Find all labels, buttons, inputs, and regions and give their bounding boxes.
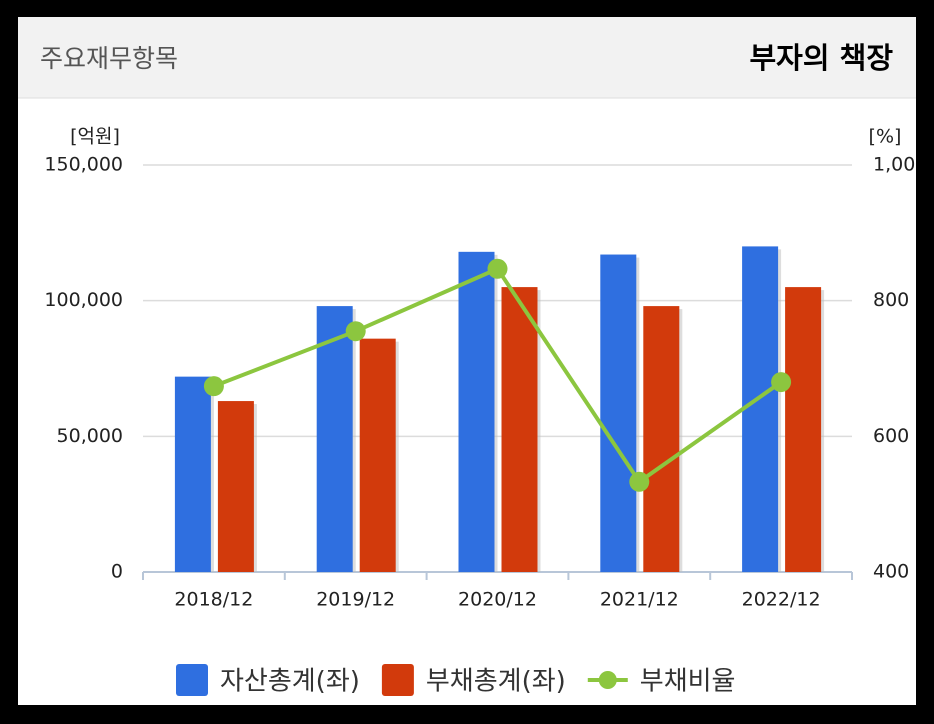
y-tick-label: 100,000 — [44, 289, 123, 311]
bar — [501, 287, 538, 572]
y-tick-label: 0 — [111, 561, 123, 583]
bar — [316, 306, 353, 572]
x-tick-label: 2021/12 — [600, 589, 679, 611]
line-point — [203, 376, 224, 397]
legend-swatch — [381, 664, 414, 696]
y2-tick-label: 1,000 — [873, 154, 927, 176]
x-tick-label: 2020/12 — [458, 589, 537, 611]
x-tick-label: 2022/12 — [742, 589, 821, 611]
bar — [600, 254, 637, 573]
bar — [359, 338, 396, 572]
x-tick-label: 2018/12 — [174, 589, 253, 611]
legend-label: 부채비율 — [640, 667, 736, 697]
header-title: 주요재무항목 — [40, 44, 178, 73]
y-tick-label: 150,000 — [44, 154, 123, 176]
legend-label: 부채총계(좌) — [426, 667, 566, 697]
bar — [217, 401, 254, 572]
line-point — [771, 372, 792, 393]
panel: 주요재무항목 부자의 책장 [억원] [%] 0 50,000 100,000 150… — [18, 17, 927, 705]
y2-tick-label: 400 — [873, 561, 909, 583]
bar — [643, 306, 680, 572]
y-unit: [억원] — [70, 126, 120, 148]
legend-label: 자산총계(좌) — [220, 667, 360, 697]
bar — [742, 246, 779, 572]
line-point — [629, 471, 650, 492]
line-point — [487, 258, 508, 279]
bar — [458, 251, 495, 572]
y2-tick-label: 800 — [873, 289, 909, 311]
y2-tick-label: 600 — [873, 425, 909, 447]
line-point — [345, 321, 366, 342]
y2-unit: [%] — [869, 126, 902, 148]
header-brand: 부자의 책장 — [750, 41, 894, 75]
bar — [174, 376, 211, 572]
y-tick-label: 50,000 — [57, 425, 123, 447]
header-bg — [18, 17, 916, 98]
bar — [785, 287, 822, 572]
x-tick-label: 2019/12 — [316, 589, 395, 611]
legend-swatch — [176, 664, 208, 696]
legend-swatch-dot — [598, 671, 617, 689]
